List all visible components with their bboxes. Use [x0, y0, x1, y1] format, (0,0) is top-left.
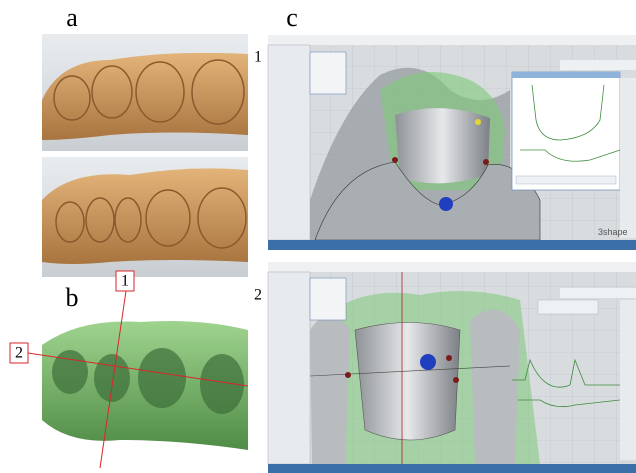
panel-label: b [66, 283, 79, 312]
panel-label: a [66, 3, 78, 32]
crown [355, 323, 460, 441]
crown [395, 108, 490, 183]
tooth-shadow [52, 350, 88, 394]
panel-label: c [286, 3, 298, 32]
menu-bar [268, 262, 636, 272]
control-point [475, 119, 481, 125]
taskbar [268, 240, 636, 250]
marker-label: 1 [121, 273, 129, 290]
menu-bar [268, 35, 636, 45]
toolbar [538, 300, 598, 314]
control-point [453, 377, 459, 383]
side-panel [268, 45, 310, 240]
adjacent-tooth [310, 315, 350, 464]
window-title [512, 72, 620, 78]
tooth-model [42, 168, 248, 264]
side-panel [268, 272, 310, 464]
toolbar [560, 288, 636, 298]
control-point [483, 159, 489, 165]
figure: a b 1 2 c 1 2 [0, 0, 636, 473]
toolbar [516, 176, 616, 184]
handle [420, 354, 436, 370]
dialog [310, 278, 346, 320]
side-toolbar [620, 78, 636, 238]
toolbar [560, 60, 636, 70]
tooth-shadow [94, 354, 130, 402]
marker-label: 2 [15, 345, 23, 362]
side-toolbar [620, 300, 636, 460]
screenshot [268, 262, 636, 473]
control-point [446, 355, 452, 361]
brand: 3shape [598, 227, 628, 237]
control-point [392, 157, 398, 163]
screenshot: 3shape [268, 35, 636, 250]
handle [439, 197, 453, 211]
tooth-shadow [138, 348, 186, 408]
taskbar [268, 464, 636, 473]
row-label: 2 [254, 287, 262, 304]
adjacent-tooth [470, 310, 520, 464]
dialog [310, 52, 346, 94]
row-label: 1 [254, 49, 262, 66]
control-point [345, 372, 351, 378]
